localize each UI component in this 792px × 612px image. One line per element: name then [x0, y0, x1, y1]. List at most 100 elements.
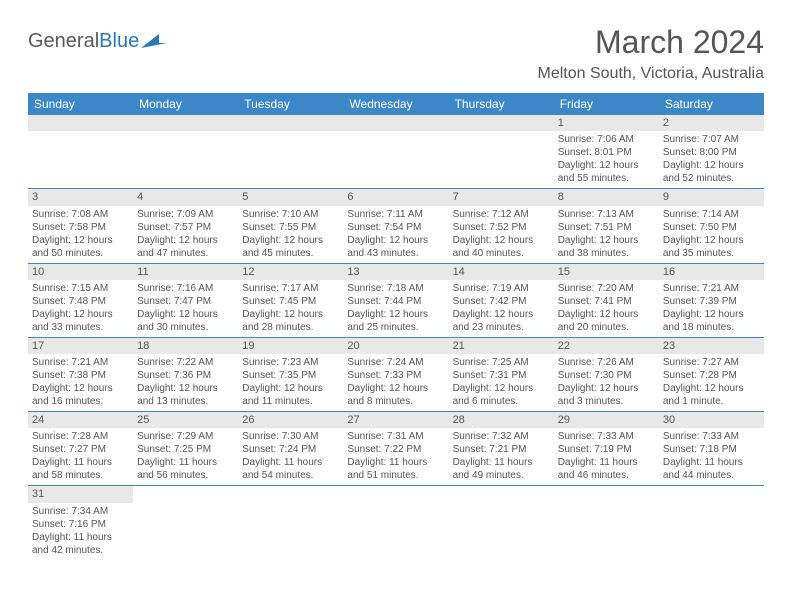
- sunset-line: Sunset: 7:33 PM: [347, 369, 444, 382]
- sunset-line: Sunset: 7:19 PM: [558, 443, 655, 456]
- day-cell: [133, 486, 238, 559]
- daylight-line: Daylight: 12 hours and 33 minutes.: [32, 308, 129, 334]
- sunset-line: Sunset: 7:51 PM: [558, 221, 655, 234]
- day-cell: [554, 486, 659, 559]
- day-cell: 1Sunrise: 7:06 AMSunset: 8:01 PMDaylight…: [554, 115, 659, 188]
- sunrise-line: Sunrise: 7:12 AM: [453, 208, 550, 221]
- sunset-line: Sunset: 7:54 PM: [347, 221, 444, 234]
- sunrise-line: Sunrise: 7:11 AM: [347, 208, 444, 221]
- day-cell: 20 Sunrise: 7:24 AMSunset: 7:33 PMDayligh…: [343, 338, 448, 411]
- sunrise-line: Sunrise: 7:24 AM: [347, 356, 444, 369]
- day-number: 19: [238, 338, 343, 354]
- day-cell: 6Sunrise: 7:11 AMSunset: 7:54 PMDaylight…: [343, 189, 448, 262]
- day-number: 9: [659, 189, 764, 205]
- logo-flag-icon: [141, 32, 167, 50]
- header: GeneralBlue March 2024 Melton South, Vic…: [28, 24, 764, 83]
- sunrise-line: Sunrise: 7:21 AM: [32, 356, 129, 369]
- sunrise-line: Sunrise: 7:10 AM: [242, 208, 339, 221]
- daylight-line: Daylight: 12 hours and 20 minutes.: [558, 308, 655, 334]
- day-header: Tuesday: [238, 93, 343, 115]
- sunset-line: Sunset: 7:36 PM: [137, 369, 234, 382]
- daylight-line: Daylight: 12 hours and 52 minutes.: [663, 159, 760, 185]
- day-cell: [449, 115, 554, 188]
- sunset-line: Sunset: 7:45 PM: [242, 295, 339, 308]
- day-number: 1: [554, 115, 659, 131]
- sunset-line: Sunset: 7:38 PM: [32, 369, 129, 382]
- day-cell: 29Sunrise: 7:33 AMSunset: 7:19 PMDayligh…: [554, 412, 659, 485]
- sunset-line: Sunset: 7:16 PM: [32, 518, 129, 531]
- day-cell: [659, 486, 764, 559]
- daylight-line: Daylight: 11 hours and 49 minutes.: [453, 456, 550, 482]
- daylight-line: Daylight: 12 hours and 50 minutes.: [32, 234, 129, 260]
- sunrise-line: Sunrise: 7:18 AM: [347, 282, 444, 295]
- day-number: 29: [554, 412, 659, 428]
- day-number: 27: [343, 412, 448, 428]
- day-number-empty: [238, 115, 343, 131]
- sunset-line: Sunset: 7:18 PM: [663, 443, 760, 456]
- day-number: 7: [449, 189, 554, 205]
- daylight-line: Daylight: 11 hours and 44 minutes.: [663, 456, 760, 482]
- day-header: Monday: [133, 93, 238, 115]
- sunset-line: Sunset: 7:31 PM: [453, 369, 550, 382]
- daylight-line: Daylight: 12 hours and 45 minutes.: [242, 234, 339, 260]
- sunrise-line: Sunrise: 7:20 AM: [558, 282, 655, 295]
- day-number: 2: [659, 115, 764, 131]
- day-cell: 2Sunrise: 7:07 AMSunset: 8:00 PMDaylight…: [659, 115, 764, 188]
- day-cell: 22Sunrise: 7:26 AMSunset: 7:30 PMDayligh…: [554, 338, 659, 411]
- calendar: SundayMondayTuesdayWednesdayThursdayFrid…: [28, 93, 764, 560]
- sunrise-line: Sunrise: 7:09 AM: [137, 208, 234, 221]
- day-number: 20: [343, 338, 448, 354]
- daylight-line: Daylight: 12 hours and 6 minutes.: [453, 382, 550, 408]
- week-row: 17Sunrise: 7:21 AMSunset: 7:38 PMDayligh…: [28, 338, 764, 412]
- sunrise-line: Sunrise: 7:33 AM: [558, 430, 655, 443]
- sunrise-line: Sunrise: 7:17 AM: [242, 282, 339, 295]
- daylight-line: Daylight: 12 hours and 16 minutes.: [32, 382, 129, 408]
- day-number: 14: [449, 264, 554, 280]
- month-title: March 2024: [538, 24, 765, 61]
- day-cell: 24Sunrise: 7:28 AMSunset: 7:27 PMDayligh…: [28, 412, 133, 485]
- day-number: 18: [133, 338, 238, 354]
- sunset-line: Sunset: 7:24 PM: [242, 443, 339, 456]
- daylight-line: Daylight: 11 hours and 51 minutes.: [347, 456, 444, 482]
- day-cell: 14Sunrise: 7:19 AMSunset: 7:42 PMDayligh…: [449, 264, 554, 337]
- logo-text-general: General: [28, 30, 99, 53]
- logo-text-blue: Blue: [99, 30, 139, 53]
- day-number: 21: [449, 338, 554, 354]
- daylight-line: Daylight: 12 hours and 38 minutes.: [558, 234, 655, 260]
- sunset-line: Sunset: 7:41 PM: [558, 295, 655, 308]
- day-cell: [238, 486, 343, 559]
- day-header: Friday: [554, 93, 659, 115]
- day-cell: 27Sunrise: 7:31 AMSunset: 7:22 PMDayligh…: [343, 412, 448, 485]
- day-cell: 9Sunrise: 7:14 AMSunset: 7:50 PMDaylight…: [659, 189, 764, 262]
- day-cell: [343, 115, 448, 188]
- day-cell: [343, 486, 448, 559]
- day-header: Sunday: [28, 93, 133, 115]
- sunrise-line: Sunrise: 7:31 AM: [347, 430, 444, 443]
- sunset-line: Sunset: 7:47 PM: [137, 295, 234, 308]
- daylight-line: Daylight: 12 hours and 8 minutes.: [347, 382, 444, 408]
- sunrise-line: Sunrise: 7:28 AM: [32, 430, 129, 443]
- sunset-line: Sunset: 7:58 PM: [32, 221, 129, 234]
- day-cell: 13Sunrise: 7:18 AMSunset: 7:44 PMDayligh…: [343, 264, 448, 337]
- sunset-line: Sunset: 7:57 PM: [137, 221, 234, 234]
- day-number: 8: [554, 189, 659, 205]
- day-number: 23: [659, 338, 764, 354]
- sunset-line: Sunset: 7:28 PM: [663, 369, 760, 382]
- day-cell: 31Sunrise: 7:34 AMSunset: 7:16 PMDayligh…: [28, 486, 133, 559]
- sunrise-line: Sunrise: 7:15 AM: [32, 282, 129, 295]
- week-row: 31Sunrise: 7:34 AMSunset: 7:16 PMDayligh…: [28, 486, 764, 559]
- sunrise-line: Sunrise: 7:07 AM: [663, 133, 760, 146]
- sunrise-line: Sunrise: 7:19 AM: [453, 282, 550, 295]
- weeks-container: 1Sunrise: 7:06 AMSunset: 8:01 PMDaylight…: [28, 115, 764, 560]
- week-row: 24Sunrise: 7:28 AMSunset: 7:27 PMDayligh…: [28, 412, 764, 486]
- day-cell: 17Sunrise: 7:21 AMSunset: 7:38 PMDayligh…: [28, 338, 133, 411]
- day-cell: 28Sunrise: 7:32 AMSunset: 7:21 PMDayligh…: [449, 412, 554, 485]
- sunset-line: Sunset: 7:27 PM: [32, 443, 129, 456]
- sunrise-line: Sunrise: 7:33 AM: [663, 430, 760, 443]
- day-cell: 15Sunrise: 7:20 AMSunset: 7:41 PMDayligh…: [554, 264, 659, 337]
- sunrise-line: Sunrise: 7:21 AM: [663, 282, 760, 295]
- day-number: 4: [133, 189, 238, 205]
- daylight-line: Daylight: 12 hours and 3 minutes.: [558, 382, 655, 408]
- logo: GeneralBlue: [28, 30, 167, 53]
- week-row: 10Sunrise: 7:15 AMSunset: 7:48 PMDayligh…: [28, 264, 764, 338]
